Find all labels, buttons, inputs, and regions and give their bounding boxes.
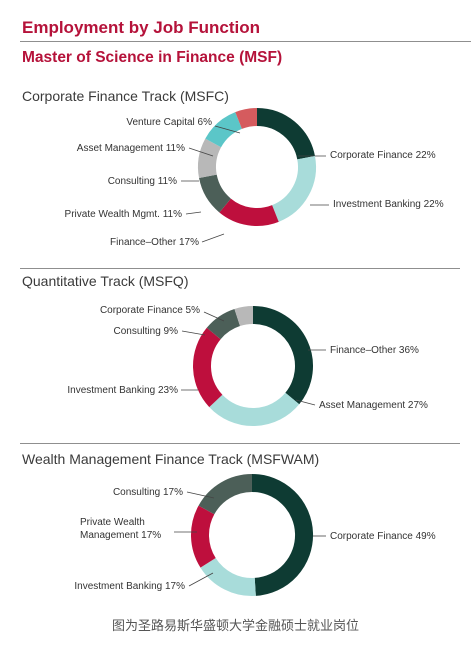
slice-label: Venture Capital 6% (126, 117, 212, 128)
donut-chart-msfq: Finance–Other 36% Asset Management 27% Inv… (67, 305, 428, 426)
donut-slice (193, 327, 223, 408)
donut-slice (251, 474, 314, 596)
slice-label: Asset Management 27% (319, 400, 428, 411)
donut-slice (206, 308, 241, 340)
section-divider (20, 268, 460, 269)
donut-slice (252, 306, 313, 405)
chart-title: Quantitative Track (MSFQ) (22, 273, 189, 289)
chart-section-msfwam: Wealth Management Finance Track (MSFWAM)… (0, 451, 471, 611)
leader-line (295, 399, 316, 406)
donut-slice (219, 198, 279, 226)
leader-line (181, 330, 206, 336)
slice-label: Corporate Finance 22% (330, 150, 436, 161)
donut-chart-msfc: Corporate Finance 22% Investment Banking … (65, 108, 444, 248)
donut-slice (235, 108, 258, 130)
page-title: Employment by Job Function (22, 18, 261, 37)
donut-slice (198, 474, 253, 515)
slice-label: Private Wealth Management 17% (80, 517, 161, 541)
slice-label: Corporate Finance 49% (330, 531, 436, 542)
slice-label: Private Wealth Mgmt. 11% (65, 209, 183, 220)
chart-section-msfc: Corporate Finance Track (MSFC) Corporate… (0, 88, 471, 270)
slice-label: Consulting 17% (113, 487, 183, 498)
slice-label: Finance–Other 17% (110, 237, 199, 248)
donut-slice (205, 112, 243, 148)
leader-line (185, 211, 202, 215)
slice-label: Consulting 11% (108, 176, 177, 187)
slice-label: Asset Management 11% (77, 143, 185, 154)
chart-title: Corporate Finance Track (MSFC) (22, 88, 229, 104)
leader-line (201, 233, 225, 243)
page-subtitle: Master of Science in Finance (MSF) (22, 49, 283, 66)
donut-slice (200, 557, 256, 596)
slice-label: Investment Banking 17% (74, 581, 185, 592)
donut-slice (199, 174, 232, 213)
slice-label: Corporate Finance 5% (100, 305, 200, 316)
title-divider (20, 41, 471, 42)
leader-line (214, 125, 241, 134)
donut-slice (198, 138, 222, 179)
slice-label: Finance–Other 36% (330, 345, 419, 356)
donut-slice (256, 108, 315, 160)
section-divider (20, 443, 460, 444)
leader-line (203, 311, 225, 322)
slice-label: Investment Banking 23% (67, 385, 178, 396)
donut-slice (234, 306, 254, 327)
donut-slice (209, 392, 300, 426)
leader-line (186, 491, 215, 499)
donut-chart-msfwam: Corporate Finance 49% Investment Banking … (74, 474, 436, 596)
leader-line (188, 572, 214, 587)
slice-label: Consulting 9% (114, 326, 179, 337)
donut-slice (191, 505, 216, 568)
chart-title: Wealth Management Finance Track (MSFWAM) (22, 451, 320, 467)
leader-line (188, 147, 214, 157)
donut-slice (271, 155, 316, 222)
slice-label: Investment Banking 22% (333, 199, 444, 210)
chart-section-msfq: Quantitative Track (MSFQ) Finance–Other … (0, 273, 471, 445)
page-caption: 图为圣路易斯华盛顿大学金融硕士就业岗位 (111, 619, 359, 634)
